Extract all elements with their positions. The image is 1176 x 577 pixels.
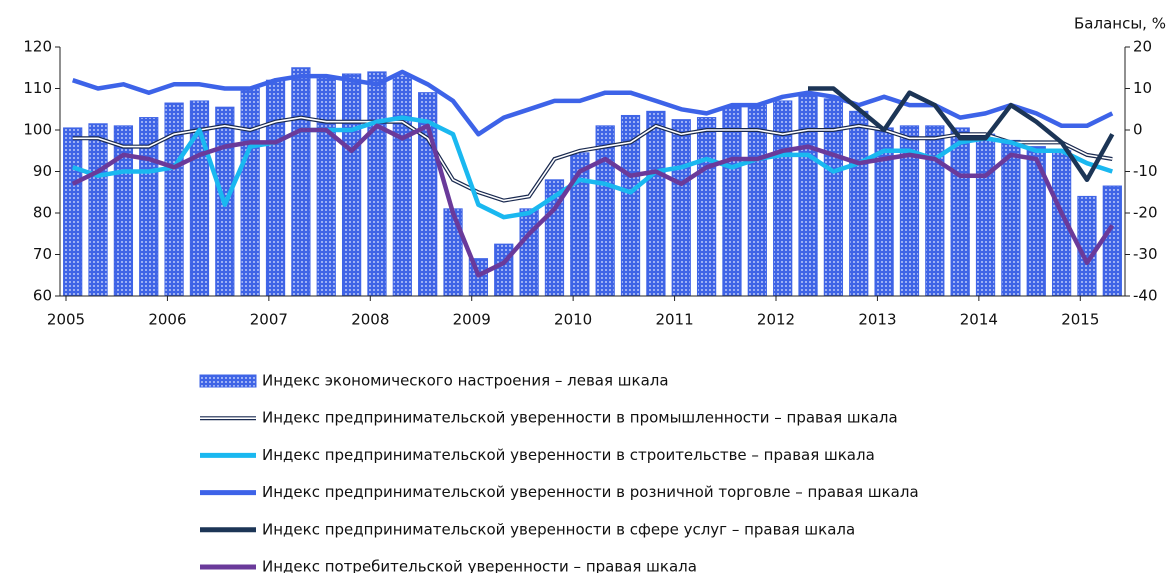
bar — [773, 100, 793, 297]
y-tick-label: 90 — [33, 162, 52, 180]
x-tick-label: 2013 — [858, 311, 896, 329]
x-tick-label: 2015 — [1061, 311, 1099, 329]
x-tick-label: 2008 — [351, 311, 389, 329]
x-tick-label: 2009 — [453, 311, 491, 329]
legend-swatch — [199, 374, 257, 388]
bar — [265, 79, 286, 297]
line-inner — [72, 116, 1113, 202]
x-tick-label: 2014 — [960, 311, 998, 329]
bar — [494, 243, 514, 297]
bar — [646, 110, 666, 297]
bar — [925, 125, 945, 297]
x-tick-label: 2007 — [250, 311, 288, 329]
bar — [975, 133, 996, 297]
legend-label: Индекс предпринимательской уверенности в… — [262, 483, 919, 501]
x-tick-label: 2006 — [148, 311, 186, 329]
bar — [392, 75, 412, 297]
legend-label: Индекс предпринимательской уверенности в… — [262, 409, 898, 427]
bar — [671, 119, 691, 297]
bar — [113, 125, 134, 297]
y2-tick-label: 0 — [1133, 121, 1143, 139]
x-tick-label: 2010 — [554, 311, 592, 329]
bar — [722, 106, 742, 297]
y2-tick-label: 10 — [1133, 79, 1152, 97]
y-tick-label: 60 — [33, 287, 52, 305]
bar — [950, 127, 970, 297]
bar — [291, 67, 311, 297]
y-tick-label: 110 — [23, 79, 52, 97]
y-tick-label: 70 — [33, 245, 52, 263]
y2-tick-label: 20 — [1133, 38, 1152, 56]
legend-label: Индекс экономического настроения – левая… — [262, 372, 669, 390]
bar — [798, 94, 818, 297]
x-tick-label: 2011 — [655, 311, 693, 329]
y2-tick-label: -30 — [1133, 245, 1158, 263]
x-tick-label: 2012 — [757, 311, 795, 329]
legend-label: Индекс предпринимательской уверенности в… — [262, 520, 855, 538]
y-tick-label: 100 — [23, 121, 52, 139]
bar — [341, 73, 362, 297]
y2-axis-label: Балансы, % — [1074, 15, 1166, 33]
bar — [595, 125, 615, 297]
bar — [849, 110, 869, 297]
bar — [88, 123, 108, 297]
y2-tick-label: -10 — [1133, 162, 1158, 180]
y-tick-label: 120 — [23, 38, 52, 56]
bar — [1001, 139, 1021, 297]
x-tick-label: 2005 — [47, 311, 85, 329]
y2-tick-label: -40 — [1133, 287, 1158, 305]
bar — [443, 208, 463, 297]
line — [71, 123, 1115, 278]
bar — [519, 208, 539, 297]
bar — [63, 127, 83, 297]
bar — [316, 75, 336, 297]
legend-label: Индекс потребительской уверенности – пра… — [262, 558, 697, 574]
bar — [240, 88, 260, 297]
legend-label: Индекс предпринимательской уверенности в… — [262, 446, 875, 464]
line — [71, 115, 1114, 220]
bar — [696, 117, 717, 297]
bar — [747, 104, 767, 297]
bar — [1102, 185, 1122, 297]
line — [808, 86, 1115, 183]
y-tick-label: 80 — [33, 204, 52, 222]
bar — [367, 71, 387, 297]
y2-tick-label: -20 — [1133, 204, 1158, 222]
